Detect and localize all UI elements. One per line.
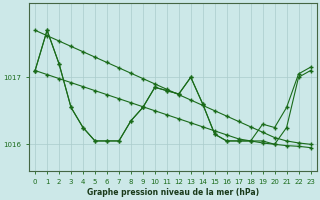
X-axis label: Graphe pression niveau de la mer (hPa): Graphe pression niveau de la mer (hPa) [87,188,259,197]
